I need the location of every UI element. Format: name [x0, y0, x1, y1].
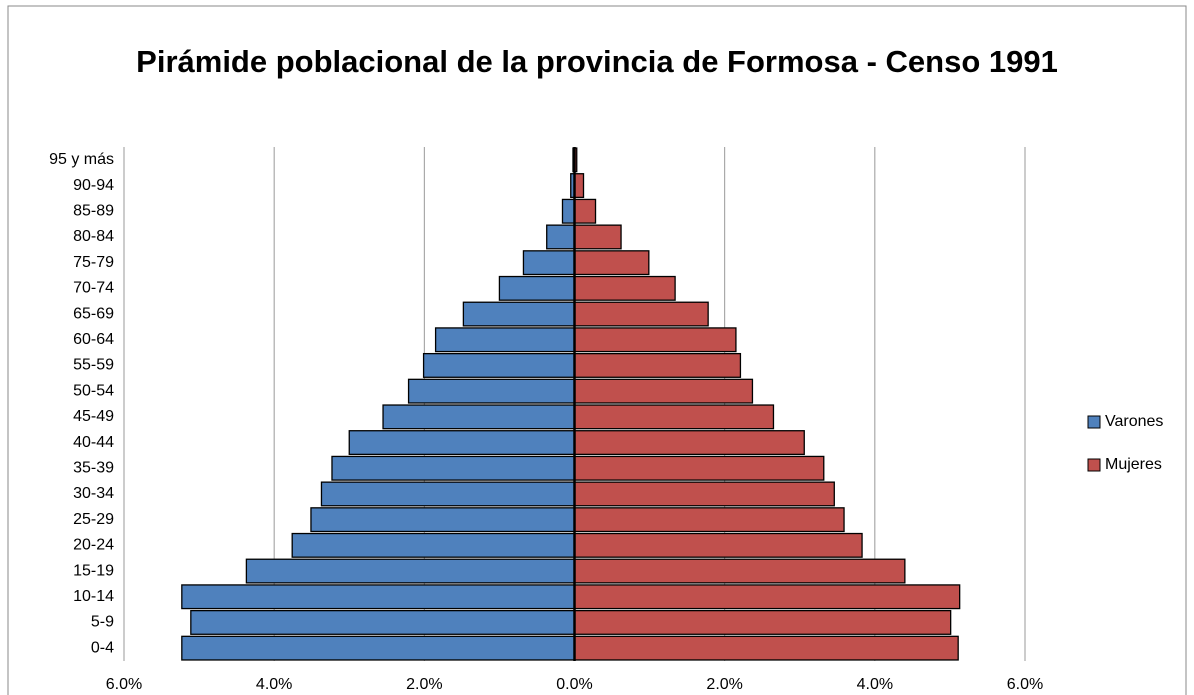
bar [422, 352, 576, 378]
y-tick-label: 20-24 [73, 537, 114, 554]
bar [573, 404, 775, 430]
y-tick-label: 55-59 [73, 357, 114, 374]
bar [573, 532, 863, 558]
legend-label: Mujeres [1105, 456, 1162, 473]
bar [573, 635, 959, 661]
bar [573, 224, 622, 250]
y-tick-label: 65-69 [73, 305, 114, 322]
bar [573, 250, 650, 276]
bar [573, 301, 709, 327]
y-tick-label: 45-49 [73, 408, 114, 425]
bar [573, 352, 742, 378]
bar [434, 327, 576, 353]
y-tick-label: 25-29 [73, 511, 114, 528]
y-tick-label: 80-84 [73, 228, 114, 245]
y-tick-label: 50-54 [73, 382, 114, 399]
x-tick-label: 2.0% [406, 676, 442, 693]
bar [522, 250, 576, 276]
bar [561, 198, 576, 224]
legend-swatch [1087, 415, 1101, 429]
chart-title: Pirámide poblacional de la provincia de … [136, 44, 1058, 79]
y-tick-label: 95 y más [49, 151, 114, 168]
bar [573, 609, 952, 635]
y-tick-label: 85-89 [73, 202, 114, 219]
bar [348, 430, 576, 456]
legend-swatch [1087, 458, 1101, 472]
bar [573, 378, 754, 404]
y-tick-label: 5-9 [91, 614, 114, 631]
bar [573, 430, 805, 456]
x-tick-label: 4.0% [857, 676, 893, 693]
bar [382, 404, 576, 430]
y-tick-label: 70-74 [73, 280, 114, 297]
x-tick-label: 0.0% [556, 676, 592, 693]
y-tick-label: 35-39 [73, 459, 114, 476]
bar [310, 507, 576, 533]
y-tick-label: 30-34 [73, 485, 114, 502]
y-tick-label: 15-19 [73, 562, 114, 579]
x-tick-label: 4.0% [256, 676, 292, 693]
bar [546, 224, 576, 250]
bar [245, 558, 576, 584]
bar [573, 198, 597, 224]
y-tick-label: 60-64 [73, 331, 114, 348]
x-tick-label: 2.0% [706, 676, 742, 693]
bar [462, 301, 576, 327]
y-tick-label: 0-4 [91, 639, 114, 656]
bar [573, 558, 906, 584]
bar [320, 481, 576, 507]
bar [573, 327, 737, 353]
bar [190, 609, 576, 635]
bar [181, 635, 576, 661]
bar [573, 455, 825, 481]
y-tick-label: 10-14 [73, 588, 114, 605]
legend-label: Varones [1105, 413, 1163, 430]
bar [573, 275, 676, 301]
x-tick-label: 6.0% [1007, 676, 1043, 693]
bar [331, 455, 576, 481]
bar [181, 584, 576, 610]
bar [573, 584, 961, 610]
bar [573, 173, 585, 199]
y-tick-label: 40-44 [73, 434, 114, 451]
bar [573, 481, 835, 507]
x-tick-label: 6.0% [106, 676, 142, 693]
bar [407, 378, 576, 404]
bar [291, 532, 576, 558]
y-tick-label: 75-79 [73, 254, 114, 271]
y-tick-label: 90-94 [73, 177, 114, 194]
bar [573, 507, 845, 533]
bar [498, 275, 576, 301]
chart-border [7, 5, 1187, 695]
